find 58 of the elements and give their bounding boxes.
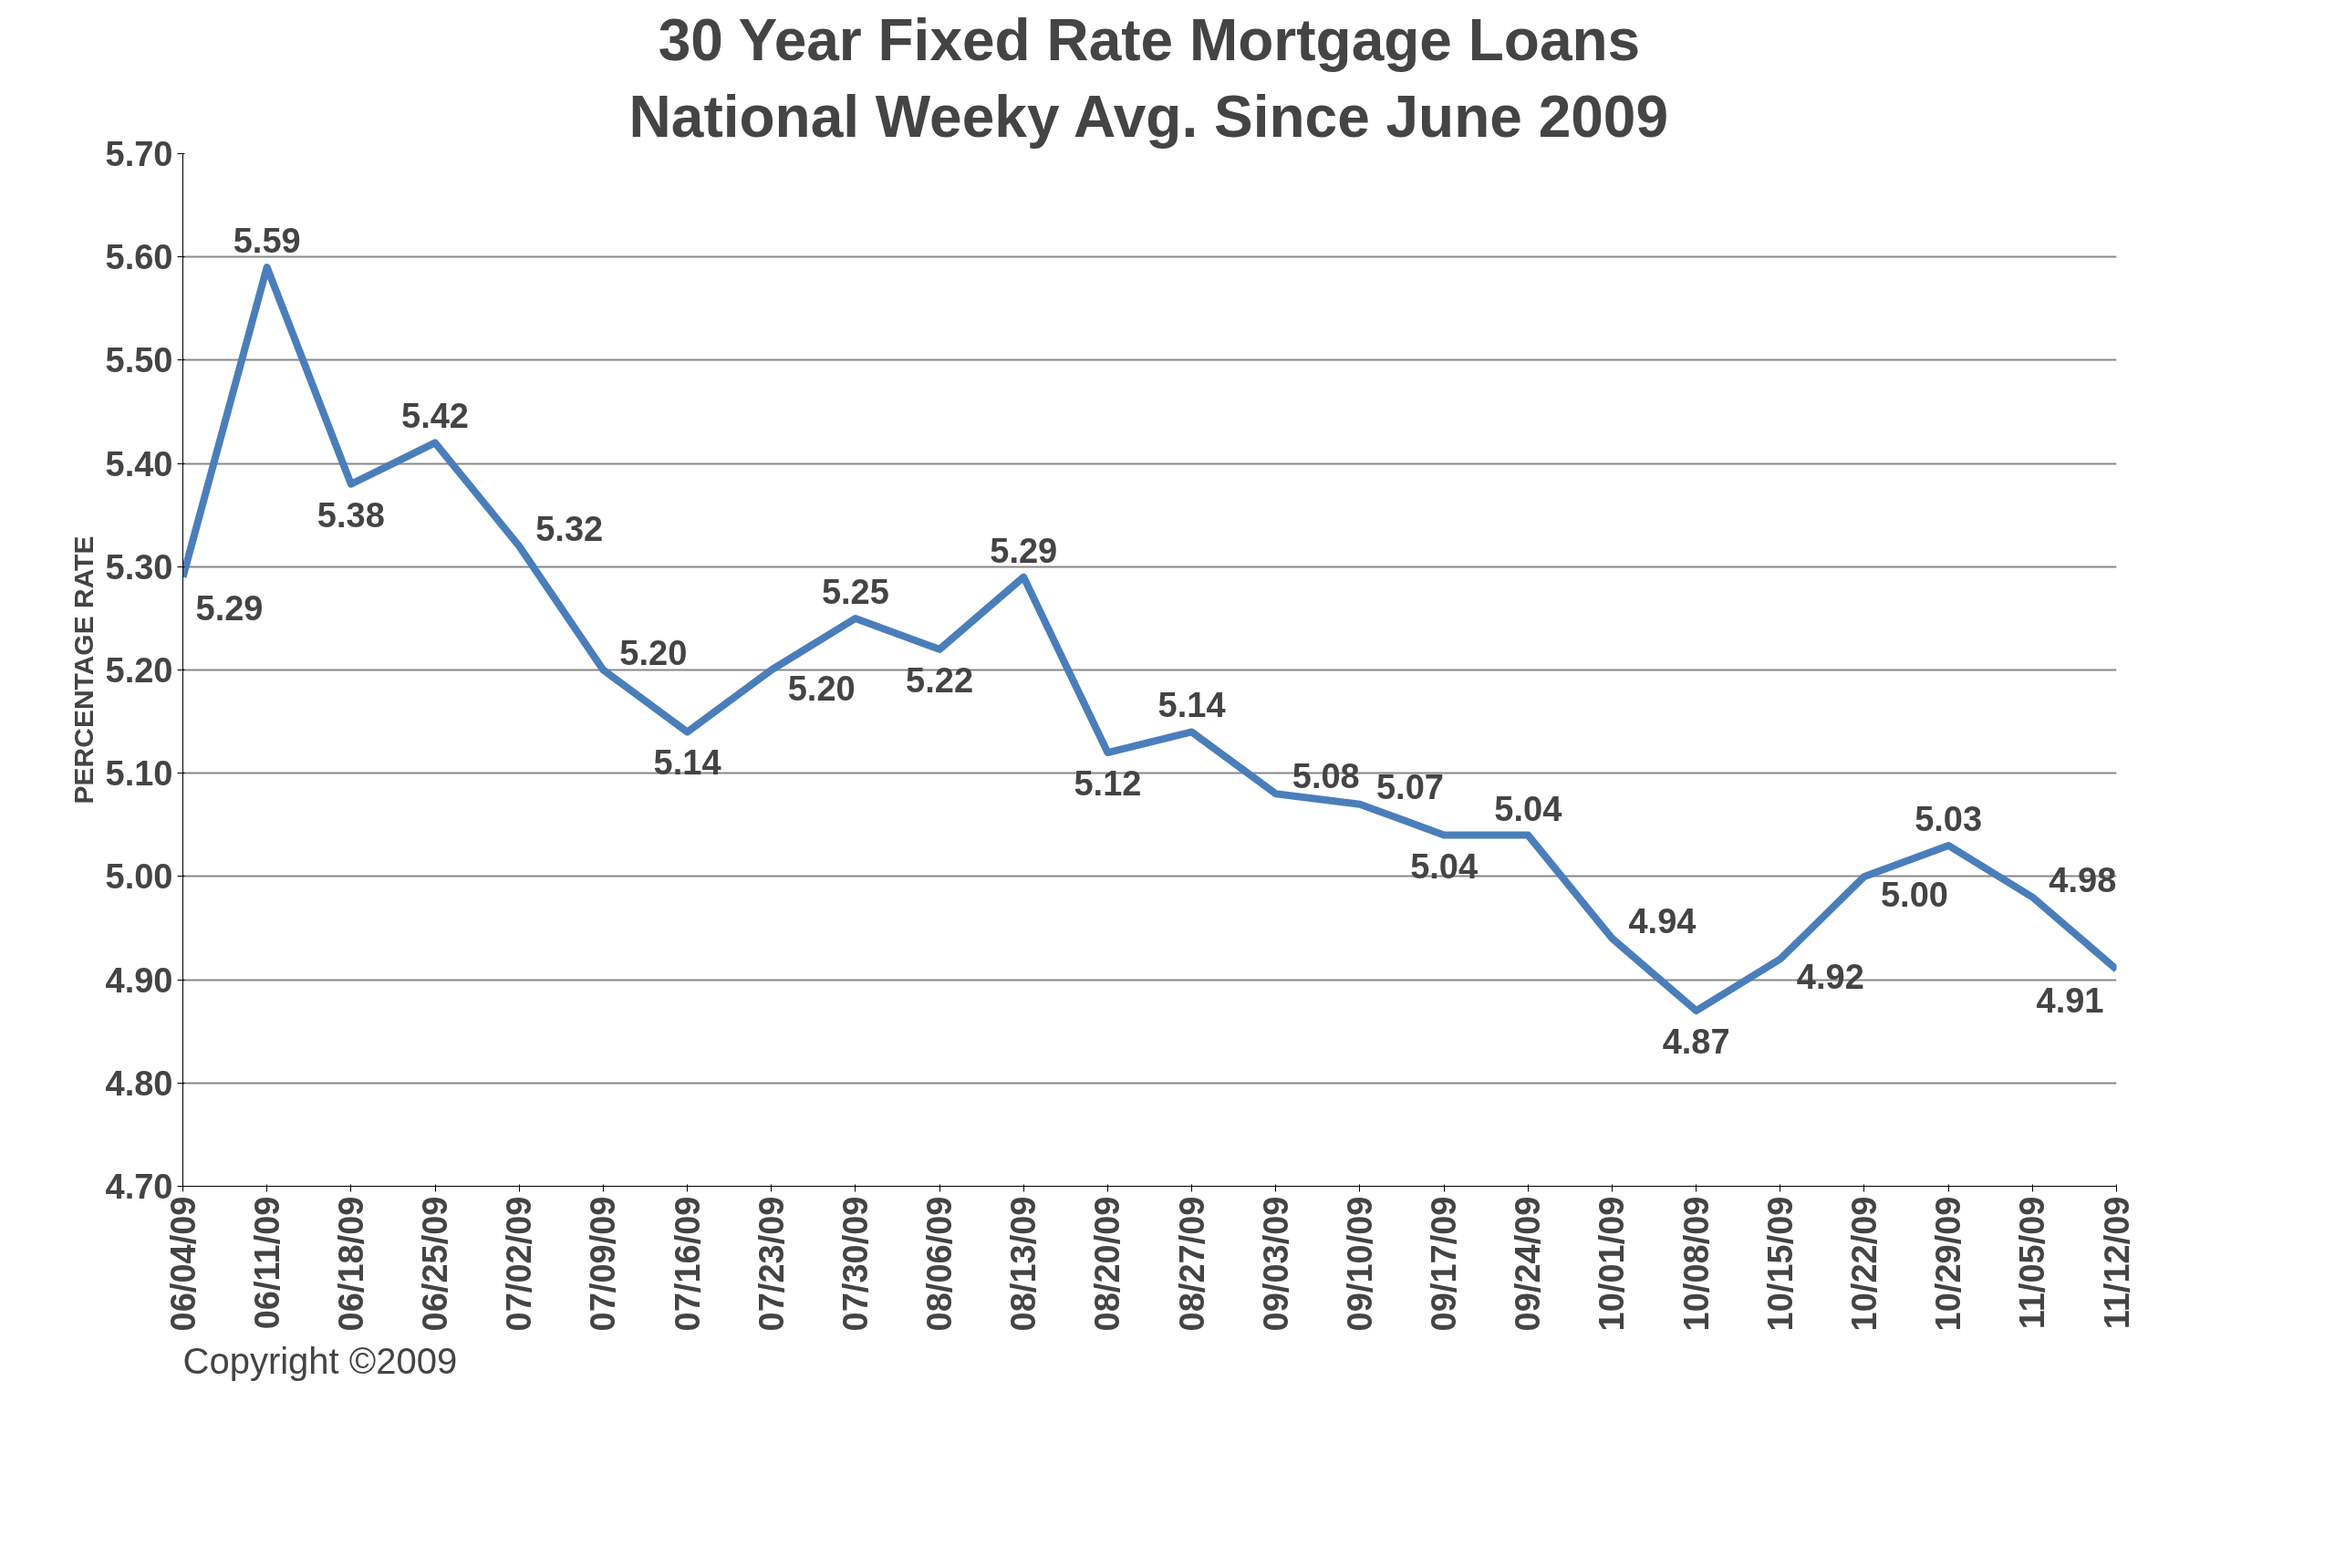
x-tick-label: 08/20/09 [1088, 1196, 1127, 1332]
y-tick-label: 5.40 [105, 444, 173, 483]
x-tick-label: 10/15/09 [1760, 1196, 1800, 1332]
chart-subtitle: National Weeky Avg. Since June 2009 [628, 83, 1669, 150]
x-tick-label: 10/29/09 [1929, 1196, 1968, 1332]
text: 5.32 [535, 509, 604, 548]
text: 5.29 [195, 588, 264, 628]
text: 5.12 [1074, 764, 1142, 804]
x-tick-label: 09/03/09 [1256, 1196, 1295, 1332]
y-tick-label: 5.20 [105, 651, 173, 690]
x-tick-label: 10/22/09 [1844, 1196, 1884, 1332]
x-tick-label: 06/25/09 [416, 1196, 455, 1332]
x-tick-label: 07/16/09 [668, 1196, 707, 1332]
text: 5.29 [990, 531, 1058, 570]
y-tick-label: 5.30 [105, 547, 173, 587]
text: Copyright ©2009 [182, 1340, 458, 1381]
text: 5.00 [1880, 875, 1948, 914]
text: 5.03 [1915, 799, 1983, 838]
x-tick-label: 10/01/09 [1593, 1196, 1632, 1332]
x-tick-label: 07/02/09 [500, 1196, 539, 1332]
x-tick-label: 11/12/09 [2097, 1196, 2136, 1330]
x-tick-label: 10/08/09 [1676, 1196, 1716, 1332]
y-tick-label: 4.80 [105, 1064, 173, 1103]
text: 5.25 [821, 572, 889, 611]
text: 5.42 [401, 397, 470, 436]
y-tick-label: 5.50 [105, 341, 173, 380]
y-tick-label: 5.00 [105, 857, 173, 897]
x-tick-label: 09/17/09 [1425, 1196, 1464, 1332]
text: 5.22 [906, 660, 974, 700]
y-tick-label: 5.10 [105, 754, 173, 794]
x-tick-label: 09/24/09 [1509, 1196, 1548, 1332]
text: 5.14 [653, 743, 721, 783]
y-tick-label: 4.90 [105, 961, 173, 1000]
text: 4.94 [1628, 901, 1697, 940]
text: 5.04 [1410, 846, 1479, 886]
x-tick-label: 08/27/09 [1172, 1196, 1211, 1332]
x-tick-label: 08/13/09 [1004, 1196, 1043, 1332]
x-tick-label: 07/09/09 [584, 1196, 623, 1332]
x-tick-label: 08/06/09 [920, 1196, 960, 1332]
text: 5.04 [1494, 789, 1562, 828]
y-tick-label: 5.70 [105, 135, 173, 173]
x-tick-label: 07/30/09 [835, 1196, 875, 1332]
x-tick-label: 11/05/09 [2013, 1196, 2052, 1330]
text: 4.91 [2036, 981, 2104, 1020]
chart-title: 30 Year Fixed Rate Mortgage Loans [658, 6, 1641, 73]
x-tick-label: 06/18/09 [331, 1196, 370, 1332]
text: 5.38 [317, 495, 385, 535]
text: 5.20 [619, 633, 688, 672]
text: 4.87 [1662, 1023, 1730, 1062]
y-axis-title: PERCENTAGE RATE [67, 535, 99, 805]
text: 5.20 [787, 669, 856, 708]
text: 5.14 [1157, 686, 1226, 725]
x-tick-label: 09/10/09 [1340, 1196, 1379, 1332]
text: 5.59 [233, 222, 301, 261]
x-tick-label: 06/11/09 [247, 1196, 286, 1330]
y-tick-label: 5.60 [105, 238, 173, 277]
text: 5.07 [1375, 767, 1444, 806]
x-tick-label: 07/23/09 [752, 1196, 791, 1332]
